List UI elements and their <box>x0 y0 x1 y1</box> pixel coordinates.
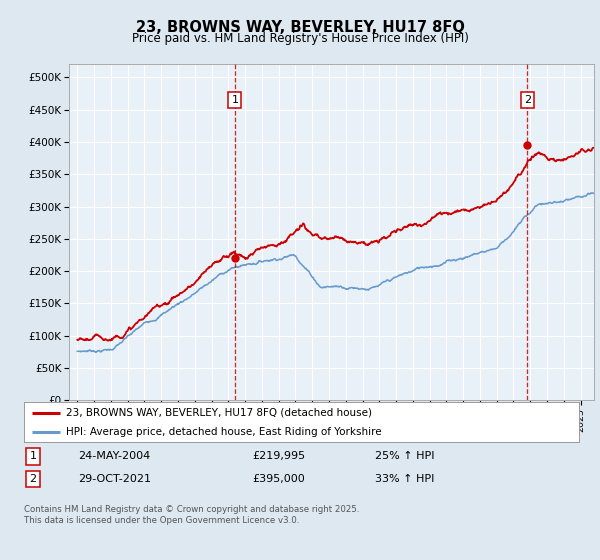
Text: 2: 2 <box>29 474 37 484</box>
Text: 1: 1 <box>232 95 238 105</box>
Text: £219,995: £219,995 <box>252 451 305 461</box>
Text: 1: 1 <box>29 451 37 461</box>
Text: 33% ↑ HPI: 33% ↑ HPI <box>375 474 434 484</box>
Text: 24-MAY-2004: 24-MAY-2004 <box>78 451 150 461</box>
Text: HPI: Average price, detached house, East Riding of Yorkshire: HPI: Average price, detached house, East… <box>65 427 381 436</box>
Text: £395,000: £395,000 <box>252 474 305 484</box>
Text: Price paid vs. HM Land Registry's House Price Index (HPI): Price paid vs. HM Land Registry's House … <box>131 32 469 45</box>
Text: Contains HM Land Registry data © Crown copyright and database right 2025.
This d: Contains HM Land Registry data © Crown c… <box>24 505 359 525</box>
Text: 29-OCT-2021: 29-OCT-2021 <box>78 474 151 484</box>
Text: 23, BROWNS WAY, BEVERLEY, HU17 8FQ: 23, BROWNS WAY, BEVERLEY, HU17 8FQ <box>136 20 464 35</box>
Text: 25% ↑ HPI: 25% ↑ HPI <box>375 451 434 461</box>
Text: 23, BROWNS WAY, BEVERLEY, HU17 8FQ (detached house): 23, BROWNS WAY, BEVERLEY, HU17 8FQ (deta… <box>65 408 371 418</box>
Text: 2: 2 <box>524 95 531 105</box>
